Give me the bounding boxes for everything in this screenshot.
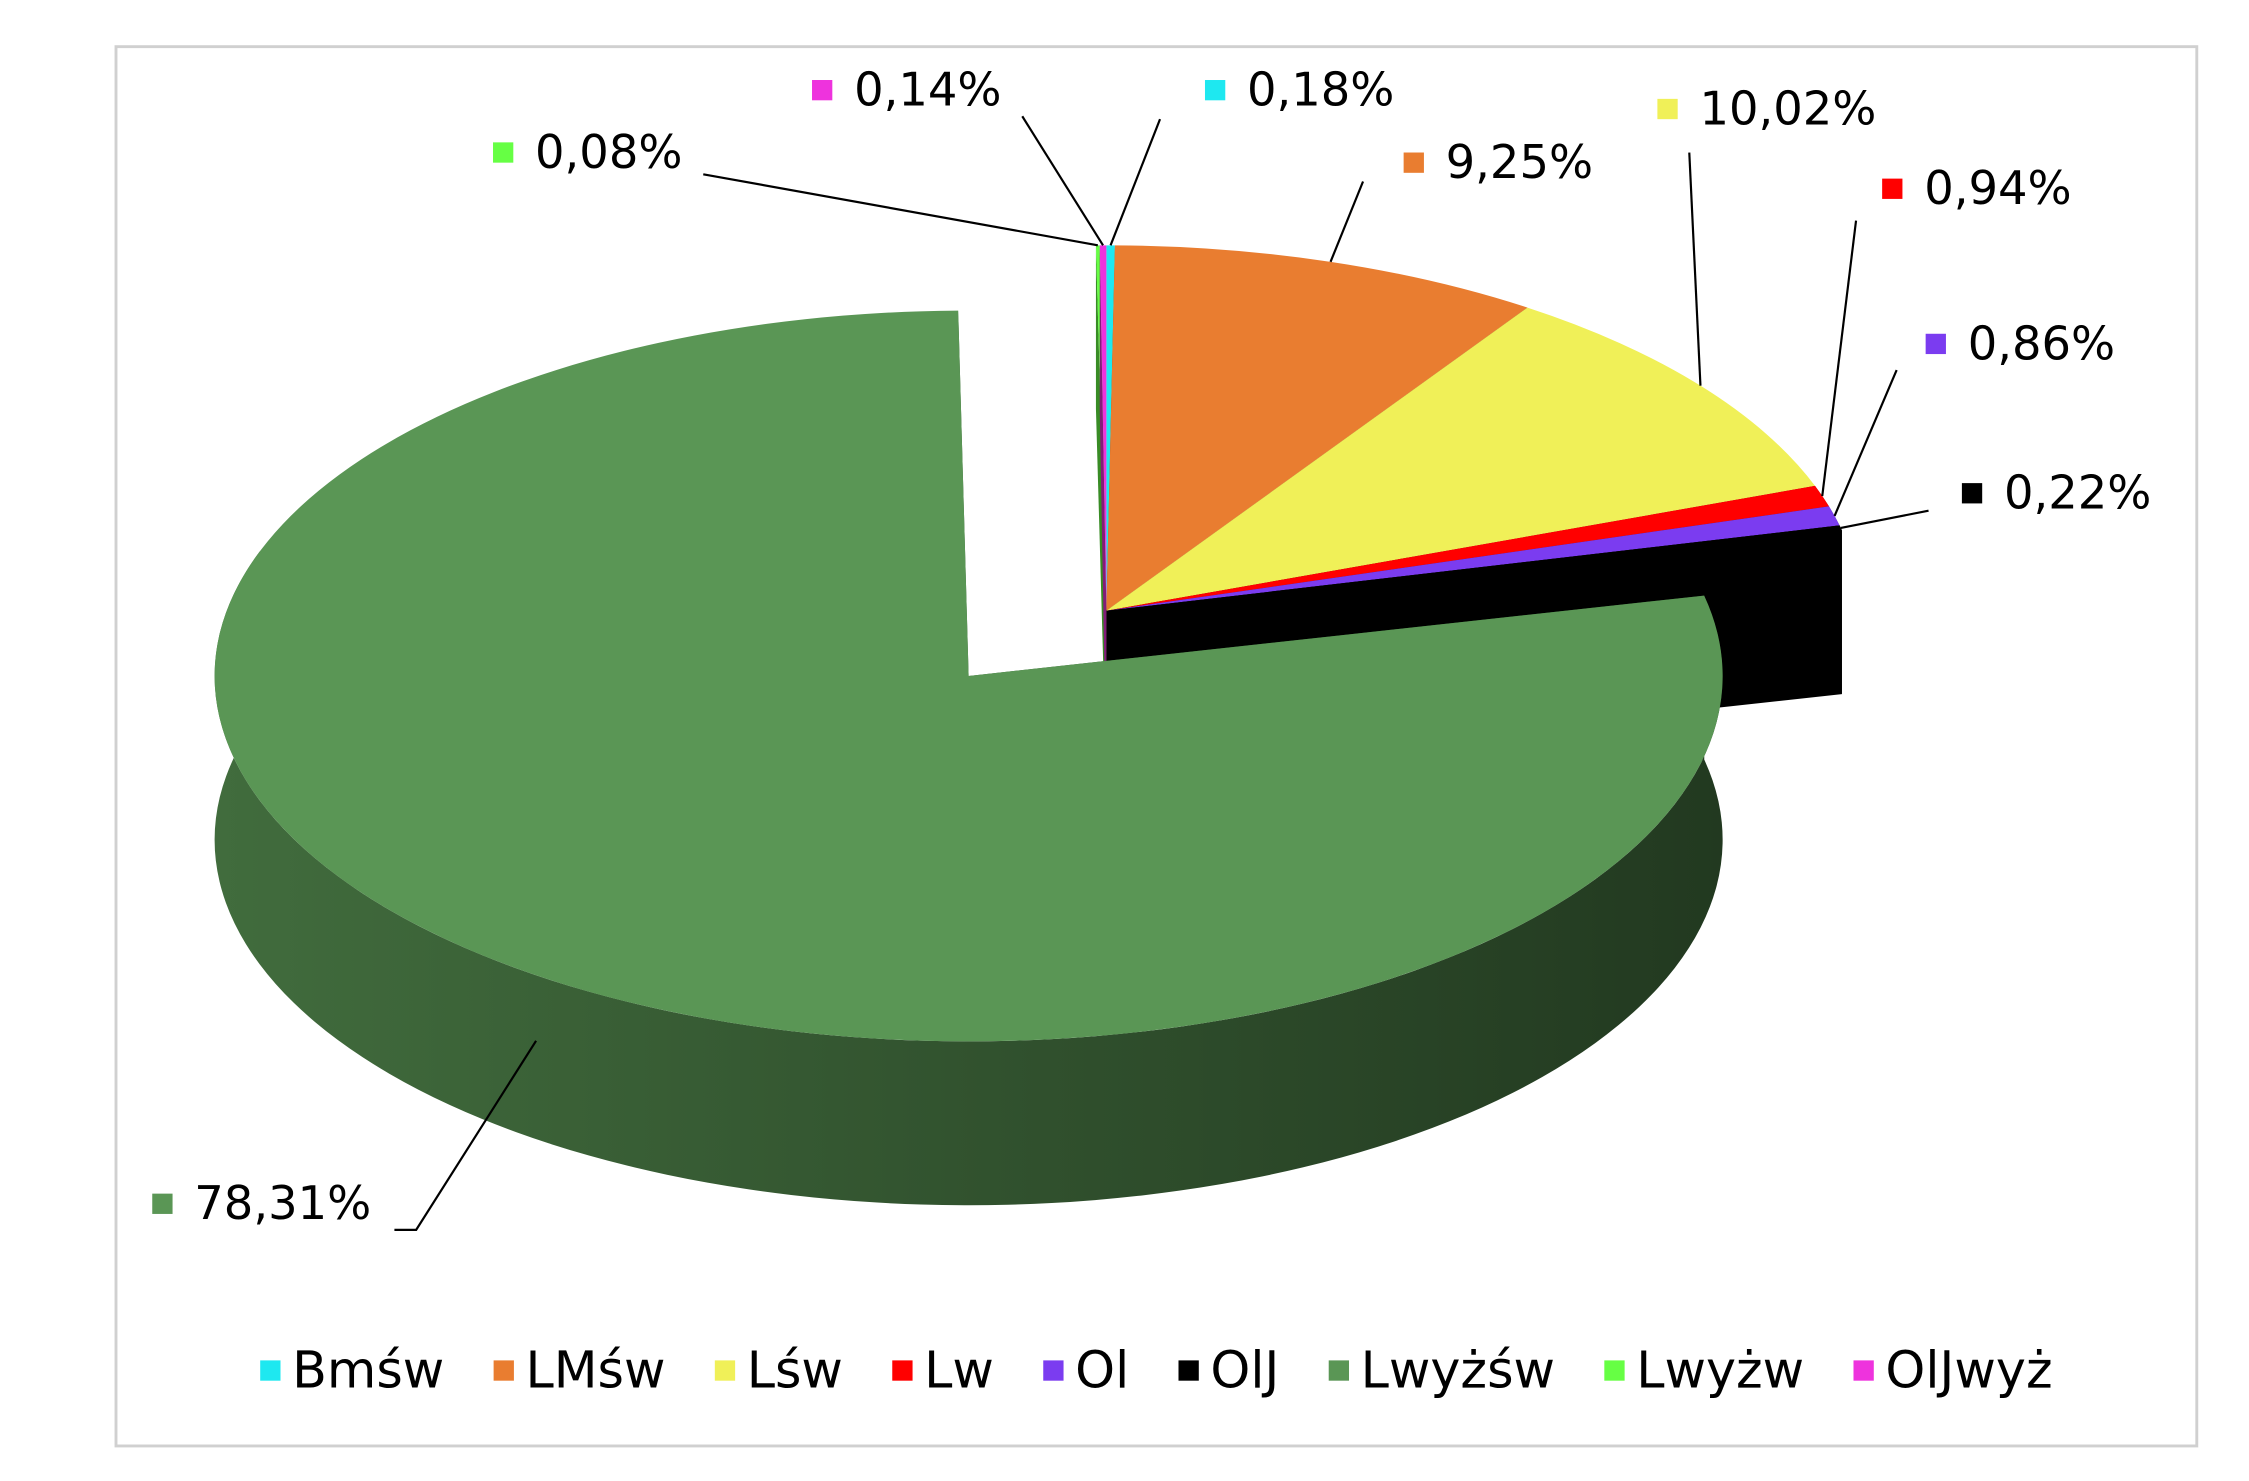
data-label: 0,86%: [1968, 316, 2115, 370]
pie-slice: [1106, 525, 1842, 611]
leader-line: [1821, 220, 1858, 497]
leader-line: [1329, 181, 1365, 263]
legend-swatch: [1043, 1360, 1064, 1381]
legend-label: Lwyżśw: [1361, 1340, 1555, 1399]
legend-swatch: [1328, 1360, 1350, 1381]
leader-line: [1021, 115, 1104, 246]
label-swatch: [1961, 483, 1983, 504]
legend-label: Lśw: [747, 1340, 843, 1399]
leader-line: [1833, 369, 1898, 517]
label-swatch: [1657, 98, 1678, 120]
label-swatch: [493, 142, 514, 163]
legend-swatch: [1853, 1360, 1874, 1381]
data-label: 0,08%: [535, 125, 682, 179]
data-label: 0,14%: [854, 63, 1001, 117]
pie-slice: [1099, 245, 1107, 611]
label-swatch: [1403, 152, 1424, 173]
slice-side: [214, 550, 1723, 1206]
label-swatch: [812, 80, 833, 101]
legend-swatch: [892, 1360, 913, 1381]
pie-slice: [1106, 506, 1840, 611]
pie-slice: [1106, 485, 1829, 611]
legend-swatch: [260, 1360, 281, 1381]
data-label: 78,31%: [194, 1176, 371, 1230]
leader-line: [394, 1040, 537, 1231]
leader-line: [1109, 118, 1162, 246]
pie-slice: [214, 310, 1723, 1042]
legend-label: Bmśw: [292, 1340, 444, 1399]
legend-swatch: [493, 1360, 514, 1381]
legend-label: Lw: [924, 1340, 994, 1399]
legend-label: OlJwyż: [1885, 1340, 2052, 1399]
label-swatch: [152, 1193, 173, 1214]
label-swatch: [1204, 80, 1226, 101]
leader-line: [1840, 509, 1929, 529]
label-swatch: [1882, 178, 1903, 199]
data-label: 10,02%: [1699, 81, 1876, 135]
legend-label: Ol: [1075, 1340, 1129, 1399]
data-label: 0,22%: [2004, 466, 2151, 520]
pie-slice: [1106, 307, 1816, 611]
legend-swatch: [714, 1360, 736, 1381]
legend-label: Lwyżw: [1636, 1340, 1804, 1399]
slice-side: [1095, 245, 1107, 775]
legend-label: LMśw: [526, 1340, 666, 1399]
legend-label: OlJ: [1210, 1340, 1279, 1399]
legend-swatch: [1604, 1360, 1625, 1381]
label-swatch: [1925, 333, 1946, 355]
data-label: 0,18%: [1247, 63, 1394, 117]
pie-slice: [1106, 245, 1115, 611]
legend-swatch: [1178, 1360, 1199, 1381]
slice-side: [1099, 245, 1107, 775]
pie-slice: [1106, 245, 1528, 611]
leader-line: [1688, 152, 1702, 386]
data-label: 9,25%: [1446, 135, 1593, 189]
leader-line: [703, 173, 1099, 247]
slice-side: [1839, 525, 1842, 695]
data-label: 0,94%: [1924, 161, 2071, 215]
